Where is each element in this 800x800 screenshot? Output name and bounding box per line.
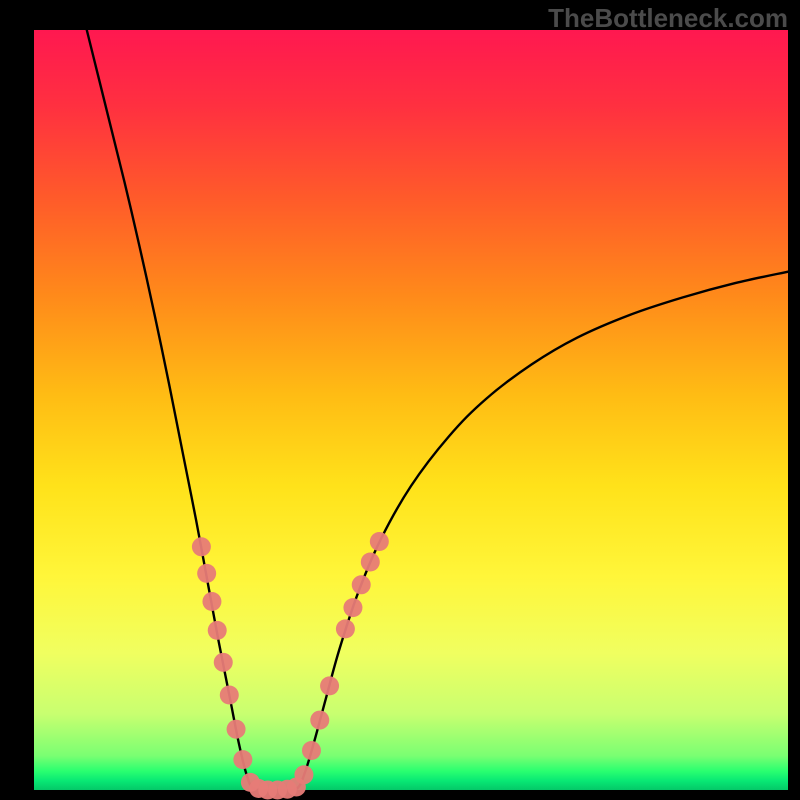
data-point [220,686,239,705]
data-point [361,553,380,572]
bottleneck-curve [87,30,788,790]
data-point [343,598,362,617]
sample-points [192,532,389,800]
data-point [208,621,227,640]
data-point [352,575,371,594]
data-point [202,592,221,611]
data-point [192,537,211,556]
data-point [233,750,252,769]
data-point [302,741,321,760]
data-point [320,676,339,695]
data-point [227,720,246,739]
data-point [336,619,355,638]
data-point [310,711,329,730]
data-point [294,765,313,784]
data-point [370,532,389,551]
chart-svg [0,0,800,800]
data-point [214,653,233,672]
data-point [197,564,216,583]
watermark-text: TheBottleneck.com [548,3,788,34]
